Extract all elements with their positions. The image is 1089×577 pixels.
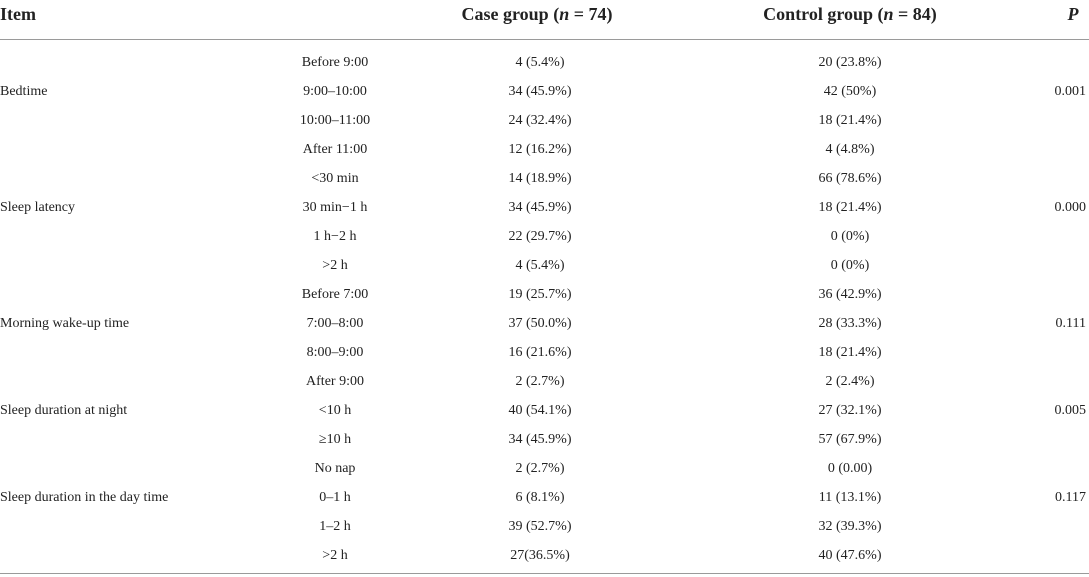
row-case-cell: 19 (25.7%)	[508, 287, 572, 302]
header-control-group: Control group (n = 84)	[763, 2, 937, 26]
table-row: Morning wake-up time 7:00–8:00 37 (50.0%) 2…	[0, 309, 1089, 338]
header-item: Item	[0, 4, 36, 24]
row-item-cell: Morning wake-up time	[0, 316, 130, 331]
row-p-value-cell: 0.001	[1054, 84, 1087, 99]
row-control-cell: 27 (32.1%)	[818, 403, 882, 418]
table-row: 1–2 h 39 (52.7%) 32 (39.3%)	[0, 512, 1089, 541]
row-subcategory-cell: 10:00–11:00	[299, 113, 371, 128]
header-case-prefix: Case group (	[461, 4, 560, 24]
row-control-cell: 66 (78.6%)	[818, 171, 882, 186]
header-case-suffix: = 74)	[569, 4, 613, 24]
header-case-n: n	[559, 4, 570, 24]
row-p-value-cell: 0.000	[1054, 200, 1087, 215]
row-subcategory-cell: ≥10 h	[318, 432, 352, 447]
row-subcategory-cell: 9:00–10:00	[303, 84, 367, 99]
table-row: <30 min 14 (18.9%) 66 (78.6%)	[0, 164, 1089, 193]
header-p-value: P	[1067, 4, 1079, 24]
table-row: Sleep duration in the day time 0–1 h 6 (8.…	[0, 483, 1089, 512]
row-control-cell: 28 (33.3%)	[818, 316, 882, 331]
row-case-cell: 34 (45.9%)	[508, 432, 572, 447]
row-subcategory-cell: No nap	[314, 461, 356, 476]
table-row: After 11:00 12 (16.2%) 4 (4.8%)	[0, 135, 1089, 164]
row-subcategory-cell: 1 h−2 h	[313, 229, 357, 244]
header-case-group: Case group (n = 74)	[462, 2, 613, 26]
row-control-cell: 32 (39.3%)	[818, 519, 882, 534]
row-case-cell: 2 (2.7%)	[515, 461, 565, 476]
row-control-cell: 18 (21.4%)	[818, 200, 882, 215]
row-p-value-cell: 0.111	[1055, 316, 1086, 331]
table-row: Sleep duration at night <10 h 40 (54.1%) 27…	[0, 396, 1089, 425]
header-control-n: n	[883, 4, 894, 24]
table-row: >2 h 4 (5.4%) 0 (0%)	[0, 251, 1089, 280]
table-row: >2 h 27(36.5%) 40 (47.6%)	[0, 541, 1089, 570]
row-p-value-cell: 0.005	[1054, 403, 1087, 418]
table-row: Sleep latency 30 min−1 h 34 (45.9%) 18 (21.…	[0, 193, 1089, 222]
row-control-cell: 20 (23.8%)	[818, 55, 882, 70]
row-subcategory-cell: 8:00–9:00	[306, 345, 364, 360]
row-control-cell: 2 (2.4%)	[825, 374, 875, 389]
row-subcategory-cell: <30 min	[311, 171, 359, 186]
table-row: 1 h−2 h 22 (29.7%) 0 (0%)	[0, 222, 1089, 251]
row-control-cell: 18 (21.4%)	[818, 345, 882, 360]
row-case-cell: 34 (45.9%)	[508, 84, 572, 99]
row-item-cell: Sleep duration at night	[0, 403, 128, 418]
row-subcategory-cell: After 11:00	[302, 142, 368, 157]
row-control-cell: 0 (0%)	[830, 258, 870, 273]
table-row: No nap 2 (2.7%) 0 (0.00)	[0, 454, 1089, 483]
row-case-cell: 27(36.5%)	[510, 548, 570, 563]
table-row: Before 9:00 4 (5.4%) 20 (23.8%)	[0, 48, 1089, 77]
row-control-cell: 0 (0.00)	[827, 461, 873, 476]
row-case-cell: 16 (21.6%)	[508, 345, 572, 360]
table-row: After 9:00 2 (2.7%) 2 (2.4%)	[0, 367, 1089, 396]
row-subcategory-cell: Before 9:00	[301, 55, 369, 70]
row-item-cell: Sleep duration in the day time	[0, 490, 169, 505]
row-case-cell: 34 (45.9%)	[508, 200, 572, 215]
row-control-cell: 36 (42.9%)	[818, 287, 882, 302]
row-item-cell: Sleep latency	[0, 200, 76, 215]
table-row: 8:00–9:00 16 (21.6%) 18 (21.4%)	[0, 338, 1089, 367]
row-subcategory-cell: Before 7:00	[301, 287, 369, 302]
row-control-cell: 18 (21.4%)	[818, 113, 882, 128]
row-case-cell: 4 (5.4%)	[515, 55, 565, 70]
row-subcategory-cell: >2 h	[322, 548, 348, 563]
row-control-cell: 42 (50%)	[823, 84, 877, 99]
table-row: Before 7:00 19 (25.7%) 36 (42.9%)	[0, 280, 1089, 309]
row-control-cell: 40 (47.6%)	[818, 548, 882, 563]
table-row: Bedtime 9:00–10:00 34 (45.9%) 42 (50%) 0.001	[0, 77, 1089, 106]
row-subcategory-cell: 1–2 h	[319, 519, 351, 534]
row-case-cell: 12 (16.2%)	[508, 142, 572, 157]
row-case-cell: 4 (5.4%)	[515, 258, 565, 273]
row-control-cell: 57 (67.9%)	[818, 432, 882, 447]
row-control-cell: 4 (4.8%)	[825, 142, 875, 157]
table-row: ≥10 h 34 (45.9%) 57 (67.9%)	[0, 425, 1089, 454]
row-subcategory-cell: 0–1 h	[319, 490, 351, 505]
row-subcategory-cell: <10 h	[318, 403, 352, 418]
row-control-cell: 0 (0%)	[830, 229, 870, 244]
row-case-cell: 6 (8.1%)	[515, 490, 565, 505]
row-case-cell: 39 (52.7%)	[508, 519, 572, 534]
row-p-value-cell: 0.117	[1055, 490, 1086, 505]
row-case-cell: 2 (2.7%)	[515, 374, 565, 389]
row-control-cell: 11 (13.1%)	[818, 490, 882, 505]
table-bottom-rule	[0, 573, 1089, 574]
row-case-cell: 40 (54.1%)	[508, 403, 572, 418]
table-row: 10:00–11:00 24 (32.4%) 18 (21.4%)	[0, 106, 1089, 135]
header-control-suffix: = 84)	[893, 4, 937, 24]
row-subcategory-cell: 7:00–8:00	[306, 316, 364, 331]
row-subcategory-cell: After 9:00	[306, 374, 364, 389]
row-case-cell: 37 (50.0%)	[508, 316, 572, 331]
row-subcategory-cell: >2 h	[322, 258, 348, 273]
row-case-cell: 24 (32.4%)	[508, 113, 572, 128]
row-subcategory-cell: 30 min−1 h	[302, 200, 368, 215]
row-case-cell: 14 (18.9%)	[508, 171, 572, 186]
table-top-rule	[0, 39, 1089, 40]
header-control-prefix: Control group (	[763, 4, 884, 24]
row-item-cell: Bedtime	[0, 84, 48, 99]
row-case-cell: 22 (29.7%)	[508, 229, 572, 244]
